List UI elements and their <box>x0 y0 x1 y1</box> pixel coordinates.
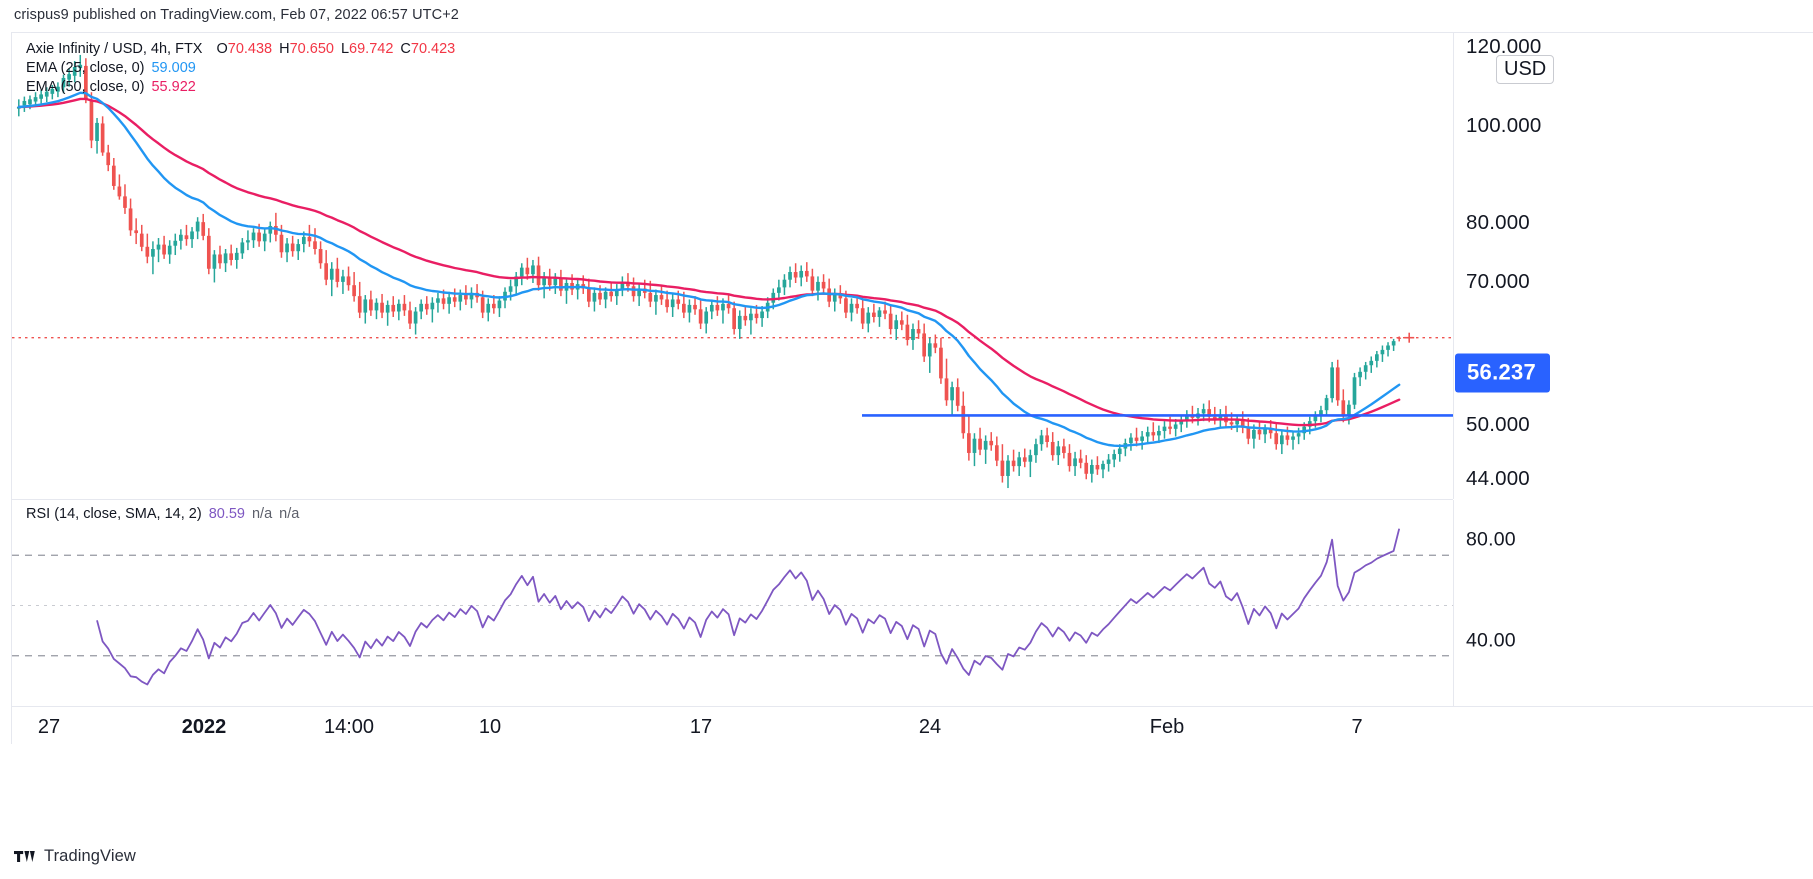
price-tick-6: 44.000 <box>1466 467 1530 490</box>
time-tick-2: 14:00 <box>323 716 375 738</box>
time-tick-3: 10 <box>478 716 502 738</box>
current-price-badge[interactable]: 56.237 <box>1455 353 1551 393</box>
time-tick-6: Feb <box>1149 716 1185 738</box>
price-pane: 120.000 USD 100.000 80.000 70.000 58.000… <box>12 33 1813 499</box>
tradingview-logo-icon <box>14 851 35 862</box>
price-tick-2: 80.000 <box>1466 211 1530 234</box>
chart-frame: 120.000 USD 100.000 80.000 70.000 58.000… <box>11 32 1813 744</box>
time-tick-0: 27 <box>37 716 61 738</box>
time-axis[interactable]: 27 2022 14:00 10 17 24 Feb 7 <box>12 706 1813 745</box>
price-tick-1: 100.000 <box>1466 114 1542 137</box>
rsi-plot-area[interactable] <box>12 500 1453 706</box>
rsi-series-canvas <box>12 528 1453 686</box>
time-tick-7: 7 <box>1351 716 1363 738</box>
pane-divider <box>12 499 1453 500</box>
time-tick-4: 17 <box>689 716 713 738</box>
price-series-canvas <box>12 54 1453 489</box>
rsi-pane: 80.00 40.00 RSI (14, close, SMA, 14, 2) 8… <box>12 500 1813 706</box>
tradingview-branding: TradingView <box>14 847 136 866</box>
price-plot-area[interactable] <box>12 33 1453 499</box>
rsi-tick-0: 80.00 <box>1466 528 1516 551</box>
publisher-caption: crispus9 published on TradingView.com, F… <box>14 7 459 23</box>
currency-badge[interactable]: USD <box>1496 55 1555 84</box>
time-tick-1: 2022 <box>181 716 227 738</box>
price-tick-3: 70.000 <box>1466 270 1530 293</box>
price-tick-0: 120.000 <box>1466 35 1542 58</box>
price-axis[interactable]: 120.000 USD 100.000 80.000 70.000 58.000… <box>1453 33 1813 499</box>
rsi-axis[interactable]: 80.00 40.00 <box>1453 500 1813 706</box>
time-tick-5: 24 <box>918 716 942 738</box>
price-tick-5: 50.000 <box>1466 413 1530 436</box>
tradingview-wordmark: TradingView <box>44 847 136 865</box>
rsi-tick-1: 40.00 <box>1466 629 1516 652</box>
